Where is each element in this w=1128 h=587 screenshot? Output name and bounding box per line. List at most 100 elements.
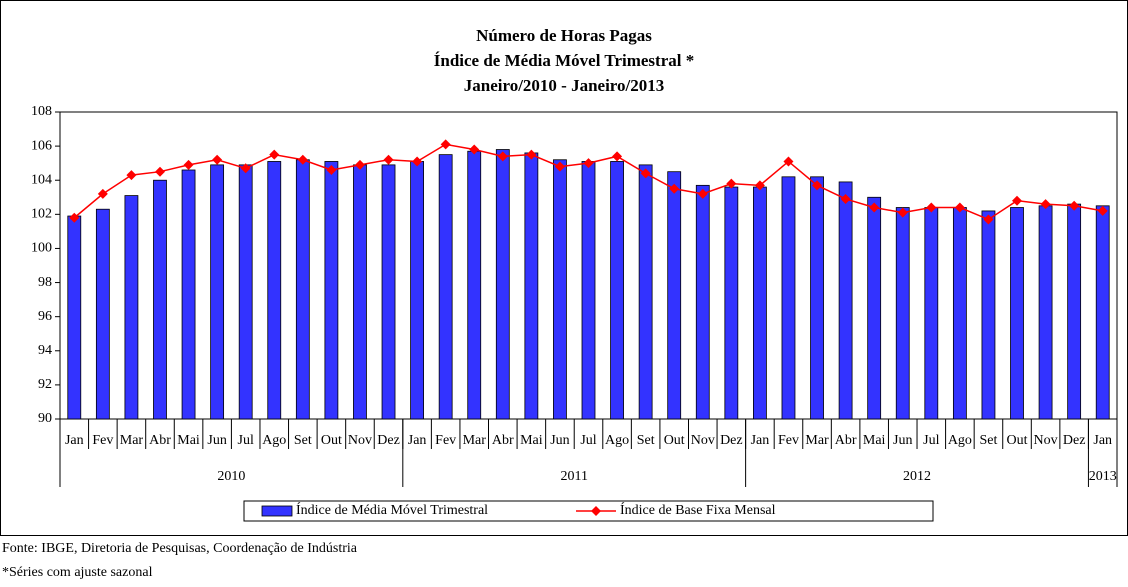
x-tick-label: Dez [1063, 433, 1086, 448]
x-tick-label: Set [294, 433, 312, 448]
group-label: 2010 [217, 469, 245, 484]
bar [495, 149, 510, 420]
bar [210, 164, 225, 420]
y-tick-label: 94 [38, 343, 52, 358]
marker [126, 170, 137, 181]
group-label: 2013 [1089, 469, 1117, 484]
marker [326, 164, 337, 175]
x-tick-label: Jul [238, 433, 254, 448]
x-tick-label: Nov [1034, 433, 1058, 448]
marker [497, 151, 508, 162]
x-tick-label: Jan [751, 433, 770, 448]
x-tick-label: Jul [580, 433, 596, 448]
marker [412, 156, 423, 167]
bar [124, 195, 139, 420]
x-tick-label: Out [664, 433, 685, 448]
x-tick-label: Jun [893, 433, 912, 448]
x-tick-label: Ago [948, 433, 972, 448]
x-tick-label: Out [321, 433, 342, 448]
x-tick-label: Mai [520, 433, 543, 448]
marker [669, 183, 680, 194]
x-tick-label: Fev [435, 433, 456, 448]
x-tick-label: Mar [120, 433, 144, 448]
legend-label: Índice de Média Móvel Trimestral [296, 501, 488, 518]
y-tick-label: 100 [31, 241, 52, 256]
marker [869, 202, 880, 213]
bar [1038, 205, 1053, 420]
y-tick-label: 92 [38, 377, 52, 392]
bar [67, 215, 82, 420]
marker [554, 161, 565, 172]
y-tick-label: 108 [31, 104, 52, 119]
bar [1010, 207, 1024, 420]
marker [212, 154, 223, 165]
marker [97, 188, 108, 199]
marker [440, 139, 451, 150]
x-tick-label: Ago [605, 433, 629, 448]
marker [297, 154, 308, 165]
x-tick-label: Set [980, 433, 998, 448]
marker [269, 149, 280, 160]
marker [1040, 199, 1051, 210]
bar [153, 179, 167, 420]
legend-swatch [591, 506, 601, 516]
x-tick-label: Dez [377, 433, 400, 448]
marker [897, 207, 908, 218]
marker [183, 159, 194, 170]
marker [812, 180, 823, 191]
x-tick-label: Nov [348, 433, 372, 448]
bar [295, 159, 310, 420]
x-tick-label: Jun [550, 433, 569, 448]
x-tick-label: Jan [408, 433, 427, 448]
x-tick-label: Mai [177, 433, 200, 448]
x-tick-label: Set [637, 433, 655, 448]
marker [983, 214, 994, 225]
chart-title: Número de Horas Pagas [476, 26, 652, 45]
x-tick-label: Mar [805, 433, 829, 448]
marker [840, 193, 851, 204]
y-tick-label: 104 [31, 172, 52, 187]
x-tick-label: Fev [778, 433, 799, 448]
bar [924, 207, 939, 420]
bar [381, 164, 396, 420]
bar [581, 161, 596, 420]
x-tick-label: Abr [835, 433, 857, 448]
x-tick-label: Abr [492, 433, 514, 448]
chart-title: Janeiro/2010 - Janeiro/2013 [464, 76, 665, 95]
x-tick-label: Jan [65, 433, 84, 448]
footnote: *Séries com ajuste sazonal [2, 565, 153, 580]
bar [781, 176, 796, 420]
bar [1067, 203, 1082, 420]
x-tick-label: Mar [463, 433, 487, 448]
bar [438, 154, 453, 420]
marker [926, 202, 937, 213]
bar [695, 184, 710, 420]
marker [154, 166, 165, 177]
marker [726, 178, 737, 189]
marker [612, 151, 623, 162]
bar [524, 152, 539, 420]
marker [1097, 205, 1108, 216]
bar [181, 169, 196, 420]
bar [810, 176, 824, 420]
x-tick-label: Jul [923, 433, 939, 448]
bar [353, 164, 367, 420]
marker [69, 212, 80, 223]
y-tick-label: 102 [31, 207, 52, 222]
marker [469, 144, 480, 155]
legend-swatch [261, 505, 293, 517]
group-label: 2011 [560, 469, 587, 484]
chart-title: Índice de Média Móvel Trimestral * [434, 51, 694, 70]
x-tick-label: Abr [149, 433, 171, 448]
marker [1069, 200, 1080, 211]
y-tick-label: 96 [38, 309, 52, 324]
y-tick-label: 106 [31, 138, 52, 153]
bar [952, 207, 967, 420]
y-tick-label: 98 [38, 275, 52, 290]
bar [467, 150, 482, 420]
bar [981, 210, 996, 420]
x-tick-label: Nov [691, 433, 715, 448]
bar [838, 181, 853, 420]
bar [324, 161, 339, 420]
bar [238, 164, 253, 420]
